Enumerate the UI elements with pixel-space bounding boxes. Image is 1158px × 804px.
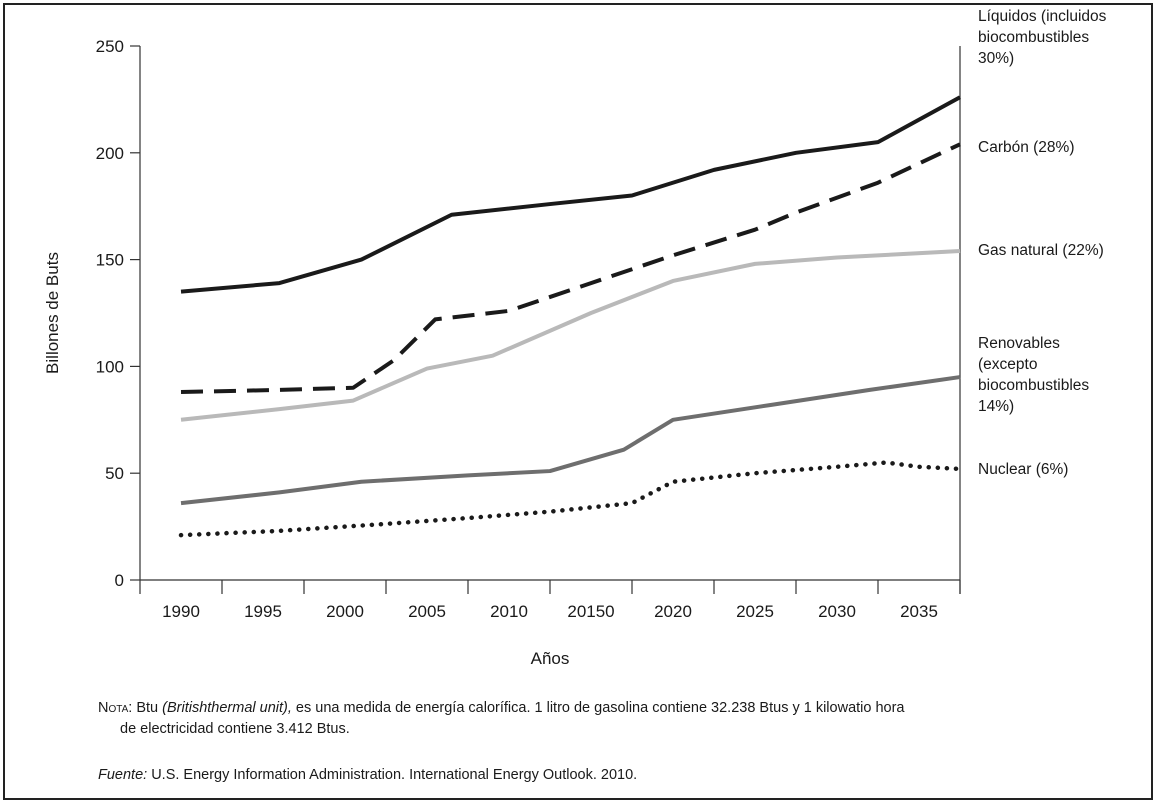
source-text: U.S. Energy Information Administration. …	[147, 767, 638, 783]
series-label-2: Carbón (28%)	[978, 139, 1075, 156]
series-labels: Líquidos (incluidos biocombustibles 30%) Ca…	[978, 8, 1107, 478]
line-chart: 0 50 100 150 200 250 1990 1995 2000 2005 2010 20150…	[43, 8, 1107, 668]
series-lines	[178, 95, 963, 538]
series-label-4: (excepto	[978, 356, 1037, 373]
x-tick-label: 1995	[244, 602, 282, 621]
y-tick-label: 200	[96, 144, 124, 163]
series-label-5: Nuclear (6%)	[978, 461, 1068, 478]
x-tick-label: 2010	[490, 602, 528, 621]
series-line-5	[178, 460, 963, 538]
series-label-4: biocombustibles	[978, 377, 1089, 394]
note-prefix: Nota	[98, 700, 129, 716]
series-label-3: Gas natural (22%)	[978, 242, 1104, 259]
y-tick-label: 100	[96, 357, 124, 376]
y-tick-label: 0	[115, 571, 124, 590]
series-label-4: 14%)	[978, 398, 1014, 415]
x-tick-label: 2035	[900, 602, 938, 621]
series-label-1: biocombustibles	[978, 29, 1089, 46]
note-italic: (Britishthermal unit),	[162, 700, 292, 716]
series-label-1: 30%)	[978, 50, 1014, 67]
axes: 0 50 100 150 200 250 1990 1995 2000 2005 2010 20150…	[96, 37, 961, 621]
source-note: Fuente: U.S. Energy Information Administ…	[98, 765, 637, 786]
note-text-2: de electricidad contiene 3.412 Btus.	[120, 721, 350, 737]
y-axis-title: Billones de Buts	[43, 252, 62, 374]
x-tick-label: 2005	[408, 602, 446, 621]
series-line-2	[180, 142, 961, 395]
series-label-4: Renovables	[978, 335, 1060, 352]
y-tick-label: 250	[96, 37, 124, 56]
y-tick-label: 150	[96, 251, 124, 270]
note-text-1: es una medida de energía calorífica. 1 l…	[291, 700, 905, 716]
series-label-1: Líquidos (incluidos	[978, 8, 1107, 25]
series-line-1	[180, 95, 961, 294]
x-tick-label: 1990	[162, 602, 200, 621]
x-tick-label: 2000	[326, 602, 364, 621]
x-tick-label: 20150	[567, 602, 614, 621]
source-label: Fuente:	[98, 767, 148, 783]
x-tick-label: 2025	[736, 602, 774, 621]
x-tick-label: 2020	[654, 602, 692, 621]
chart-frame	[3, 3, 1153, 800]
x-axis-title: Años	[531, 649, 570, 668]
note-sep: : Btu	[128, 700, 163, 716]
series-line-3	[180, 249, 961, 422]
series-line-4	[180, 375, 961, 506]
x-tick-label: 2030	[818, 602, 856, 621]
y-tick-label: 50	[105, 464, 124, 483]
footnote: Nota: Btu (Britishthermal unit), es una …	[98, 698, 1138, 740]
